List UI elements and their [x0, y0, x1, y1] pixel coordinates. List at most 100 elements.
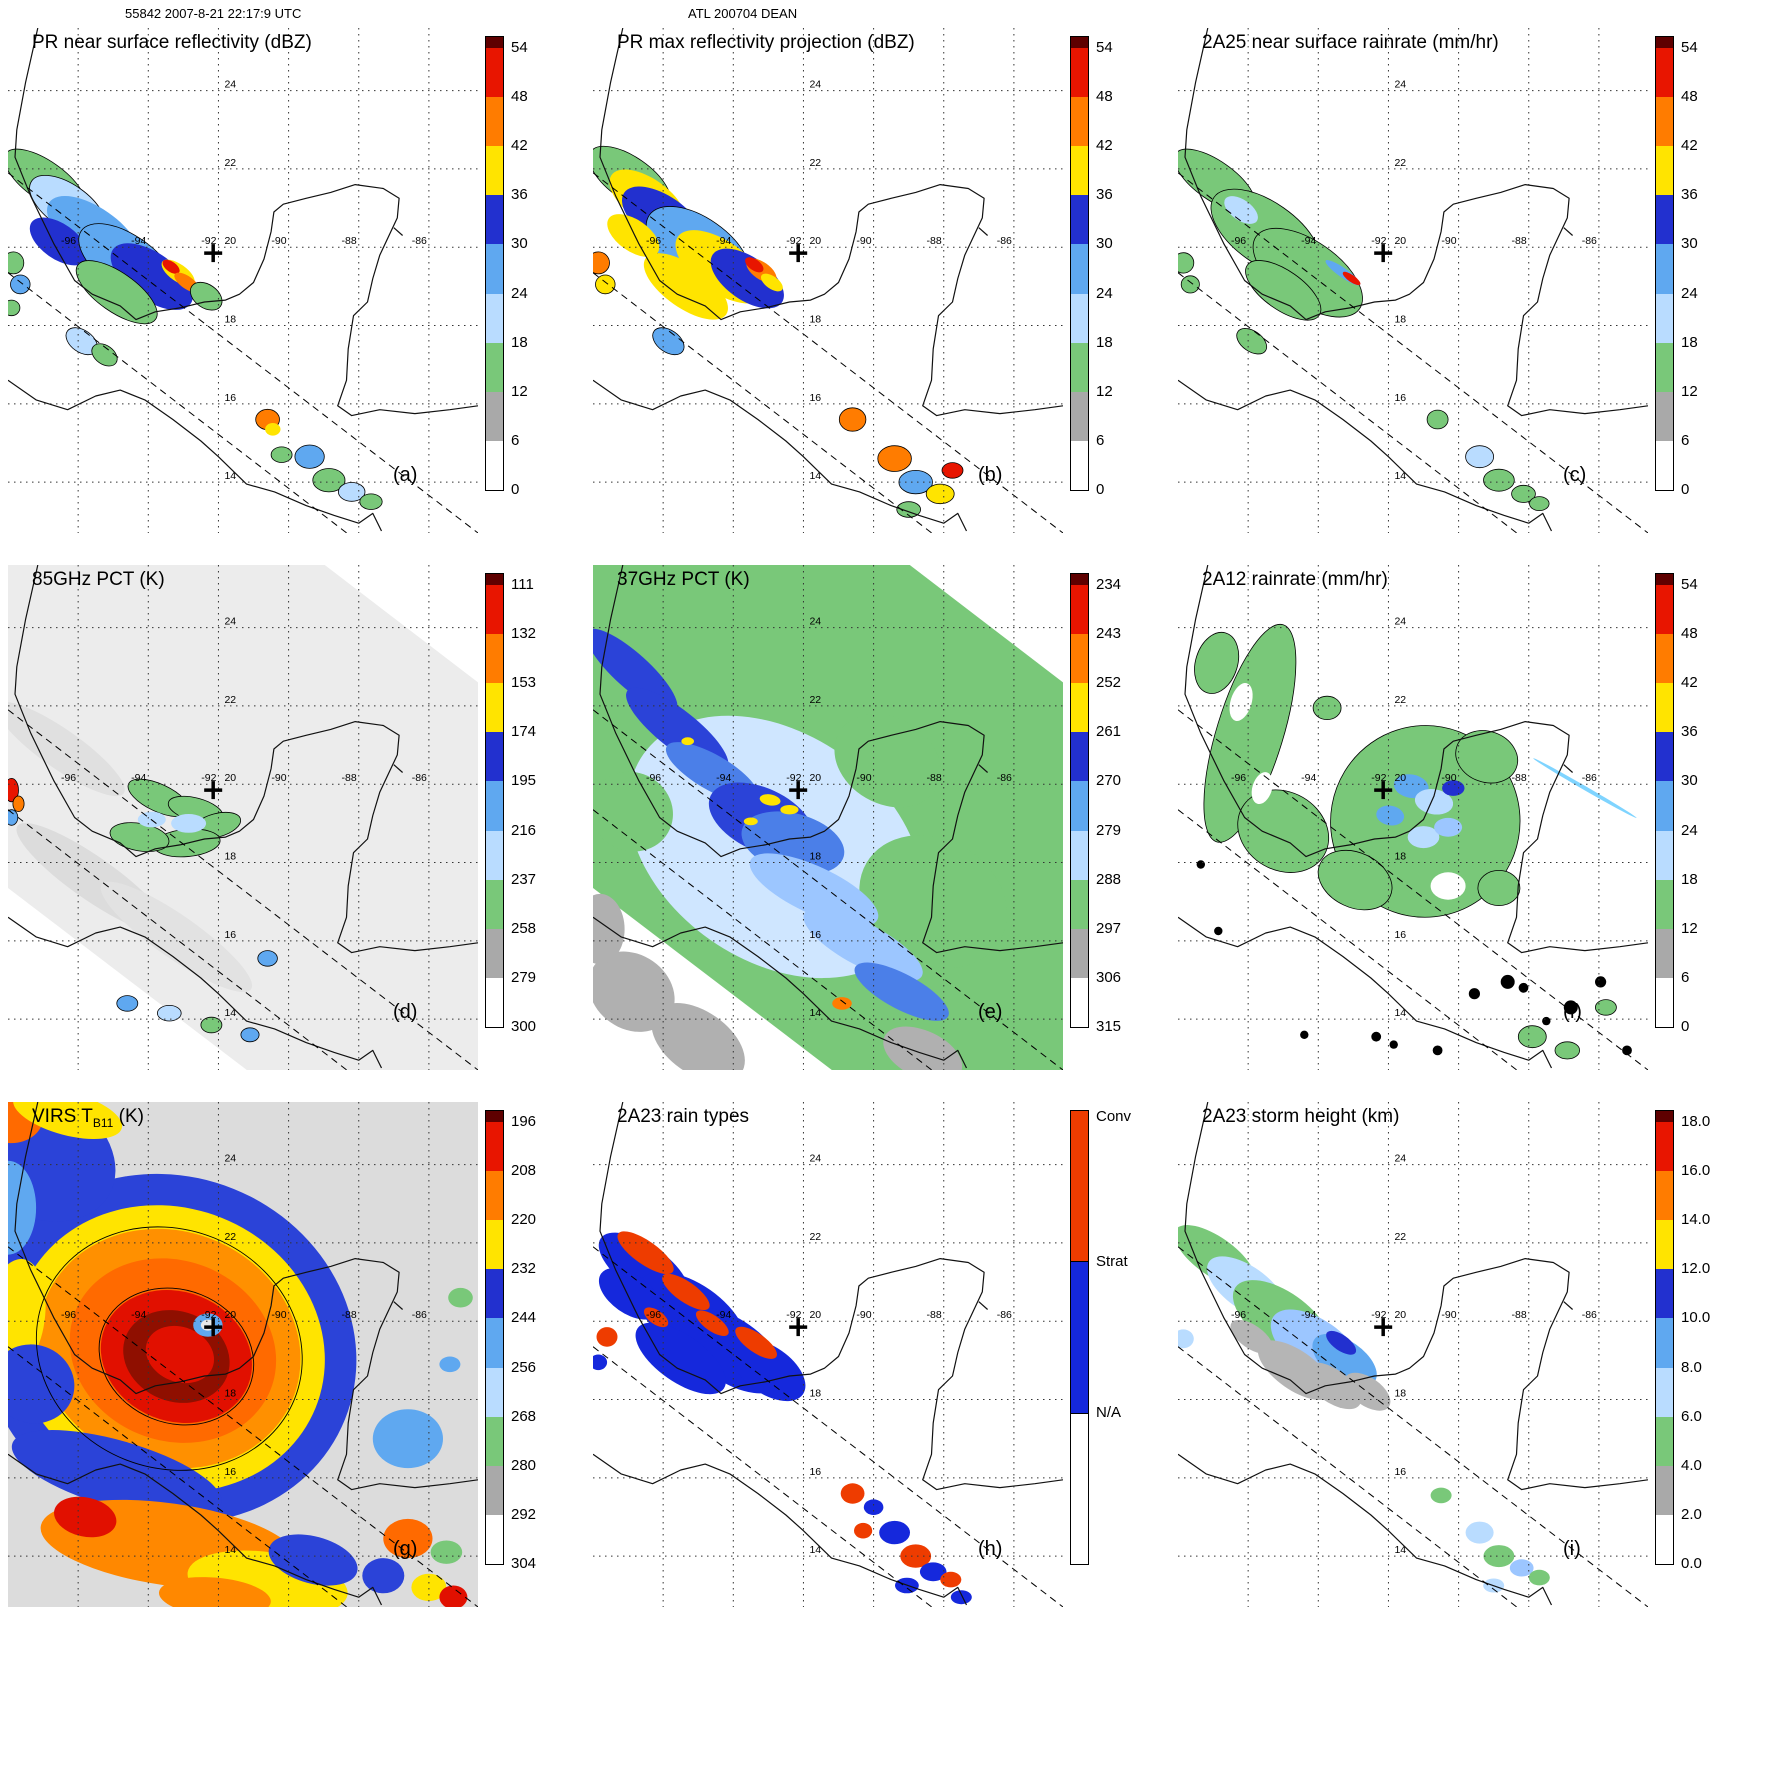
- colorbar-tick-label: 315: [1096, 1018, 1122, 1035]
- panel-title-text: VIRS T: [32, 1106, 93, 1127]
- colorbar-tick-label: 300: [511, 1018, 537, 1035]
- colorbar-tick-label: 30: [511, 235, 528, 253]
- colorbar-tick-label: 261: [1096, 723, 1122, 741]
- panel-title-text: 2A25 near surface rainrate (mm/hr): [1202, 32, 1499, 53]
- svg-text:-86: -86: [997, 1309, 1012, 1321]
- grid-lines: [8, 1102, 478, 1607]
- panel-title-text: PR near surface reflectivity (dBZ): [32, 32, 312, 53]
- colorbar-tick-label: 0.0: [1681, 1555, 1702, 1572]
- colorbar-segment: [486, 195, 503, 245]
- colorbar-tick-label: 252: [1096, 674, 1122, 692]
- colorbar-segment: [1071, 391, 1088, 441]
- data-field: [8, 148, 383, 510]
- svg-text:20: 20: [1394, 772, 1406, 784]
- svg-text:20: 20: [224, 772, 236, 784]
- colorbar-segment: [1071, 683, 1088, 733]
- svg-text:20: 20: [809, 235, 821, 247]
- svg-text:14: 14: [224, 470, 236, 482]
- svg-text:22: 22: [1394, 1231, 1406, 1243]
- colorbar-segment: [1071, 244, 1088, 294]
- svg-text:-94: -94: [1301, 772, 1316, 784]
- colorbar-segment: [486, 97, 503, 147]
- colorbar-tick-label: 54: [511, 39, 528, 56]
- panel-title-a: PR near surface reflectivity (dBZ): [32, 32, 312, 54]
- storm-center-marker: [789, 781, 808, 800]
- colorbar-segment: [486, 48, 503, 98]
- svg-text:-96: -96: [1231, 235, 1246, 247]
- colorbar-segment: [486, 1514, 503, 1564]
- colorbar-segment: [1071, 585, 1088, 635]
- svg-text:-88: -88: [342, 1309, 357, 1321]
- colorbar-segment: [1071, 732, 1088, 782]
- colorbar-tick-label: 24: [1681, 821, 1698, 839]
- colorbar-g: 196 208 220 232 244 256 268 280 292 304: [485, 1110, 547, 1572]
- swath-edges: [1178, 1246, 1648, 1607]
- colorbar-tick-label: 18.0: [1681, 1113, 1711, 1130]
- coastline: [593, 1102, 1063, 1606]
- colorbar-tick-label: 208: [511, 1162, 537, 1180]
- svg-text:-90: -90: [271, 1309, 286, 1321]
- svg-text:18: 18: [809, 851, 821, 863]
- panel-letter: (i): [1563, 1538, 1581, 1560]
- colorbar-over-segment: [1656, 1111, 1673, 1122]
- colorbar-segment: [486, 1465, 503, 1515]
- colorbar-tick-label: 36: [1681, 723, 1698, 741]
- svg-text:18: 18: [224, 314, 236, 326]
- panel-letter: (a): [393, 464, 417, 486]
- svg-text:-94: -94: [716, 1309, 731, 1321]
- colorbar-b: 54 48 42 36 30 24 18 12 6 0: [1070, 36, 1132, 498]
- panel-h: -96 -94 -92 -90 -88 -86 14 16 18 20 22 24 (h) 2A23 ra…: [593, 1102, 1178, 1639]
- panel-title-b: PR max reflectivity projection (dBZ): [617, 32, 915, 54]
- colorbar-tick-label: 268: [511, 1407, 537, 1425]
- colorbar-tick-label: 24: [1096, 284, 1113, 302]
- svg-text:22: 22: [809, 157, 821, 169]
- storm-title: ATL 200704 DEAN: [688, 6, 798, 21]
- svg-text:18: 18: [1394, 1388, 1406, 1400]
- colorbar-tick-label: 12: [1681, 919, 1698, 937]
- colorbar-category-label: Conv: [1096, 1108, 1132, 1125]
- data-field: [8, 565, 478, 1070]
- colorbar-tick-label: 0: [511, 481, 520, 498]
- panel-grid: -96 -94 -92 -90 -88 -86 14 16 18 20 22 24 (a) PR near…: [8, 28, 1763, 1639]
- colorbar-c: 54 48 42 36 30 24 18 12 6 0: [1655, 36, 1717, 498]
- panel-title-text: 2A23 storm height (km): [1202, 1106, 1400, 1127]
- colorbar-tick-label: 18: [511, 333, 528, 351]
- colorbar-tick-label: 16.0: [1681, 1162, 1711, 1180]
- svg-text:-86: -86: [412, 1309, 427, 1321]
- colorbar-segment: [1656, 146, 1673, 196]
- colorbar-tick-label: 42: [1681, 137, 1698, 155]
- panel-letter: (h): [978, 1538, 1002, 1560]
- svg-text:-90: -90: [856, 235, 871, 247]
- panel-title-d: 85GHz PCT (K): [32, 569, 165, 591]
- colorbar-segment: [1071, 146, 1088, 196]
- svg-text:-96: -96: [61, 1309, 76, 1321]
- colorbar-tick-label: 6: [1681, 431, 1690, 449]
- svg-text:-96: -96: [646, 1309, 661, 1321]
- map-plot-d: -96 -94 -92 -90 -88 -86 14 16 18 20 22 24 (d) 85GHz P…: [8, 565, 478, 1070]
- colorbar-scale: [1070, 36, 1089, 491]
- svg-text:20: 20: [224, 235, 236, 247]
- colorbar-segment: [486, 781, 503, 831]
- swath-edges: [8, 172, 478, 533]
- colorbar-segment: [1656, 195, 1673, 245]
- colorbar-tick-label: 48: [1681, 88, 1698, 106]
- coastline: [1178, 28, 1648, 532]
- colorbar-over-segment: [1656, 574, 1673, 585]
- panel-title-f: 2A12 rainrate (mm/hr): [1202, 569, 1388, 591]
- swath-edges: [8, 709, 478, 1070]
- colorbar-tick-label: 42: [1681, 674, 1698, 692]
- colorbar-segment: [486, 1220, 503, 1270]
- colorbar-segment: [1071, 195, 1088, 245]
- colorbar-segment: [1071, 97, 1088, 147]
- svg-text:20: 20: [1394, 1309, 1406, 1321]
- svg-text:-90: -90: [1441, 772, 1456, 784]
- grid-lines: [593, 565, 1063, 1070]
- colorbar-tick-label: 0: [1681, 1018, 1690, 1035]
- svg-text:14: 14: [224, 1007, 236, 1019]
- svg-text:-88: -88: [927, 1309, 942, 1321]
- svg-text:18: 18: [1394, 314, 1406, 326]
- panel-letter: (d): [393, 1001, 417, 1023]
